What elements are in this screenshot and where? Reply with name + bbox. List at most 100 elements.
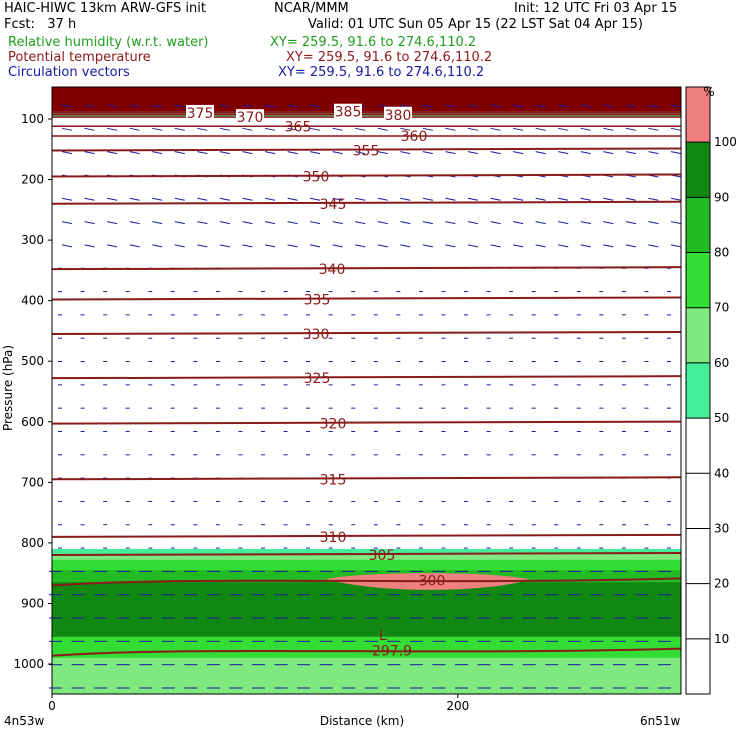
wind-vector [490, 104, 501, 108]
colorbar-tick-label: 80 [714, 246, 729, 260]
wind-vector [400, 221, 411, 225]
colorbar-tick-label: 70 [714, 301, 729, 315]
theta-label-355: 355 [353, 143, 380, 159]
wind-vector [219, 197, 230, 201]
wind-vector [648, 151, 659, 155]
wind-vector [287, 244, 298, 248]
wind-vector [422, 127, 433, 131]
rh-top-band [52, 87, 681, 111]
plot-frame [51, 86, 682, 695]
theta-label-350: 350 [303, 170, 330, 186]
wind-vector [377, 221, 388, 225]
wind-vector [174, 197, 185, 201]
theta-line-320 [51, 420, 682, 425]
wind-vector [310, 104, 321, 108]
wind-vector [558, 151, 569, 155]
wind-vector [174, 151, 185, 155]
y-tick-label: 700 [21, 475, 44, 489]
wind-vector [152, 104, 163, 108]
wind-vector [580, 244, 591, 248]
colorbar: 100 90 80 70 60 50 40 30 20 10 [685, 86, 737, 695]
wind-vector [580, 127, 591, 131]
wind-vector [61, 244, 73, 248]
x-tick-label: 200 [446, 699, 469, 713]
field-xy-theta: XY= 259.5, 91.6 to 274.6,110.2 [286, 50, 493, 65]
wind-vector [558, 244, 569, 248]
wind-vector [580, 151, 591, 155]
wind-vector [287, 151, 298, 155]
wind-vector [310, 151, 321, 155]
forecast-hour: Fcst: 37 h [4, 17, 77, 32]
wind-vector [445, 104, 456, 108]
theta-contours [51, 110, 682, 657]
theta-label-325: 325 [304, 371, 331, 387]
wind-vector [513, 197, 524, 201]
wind-vector [558, 104, 569, 108]
wind-vector [467, 151, 479, 155]
wind-vector [107, 127, 118, 131]
wind-vector [264, 244, 276, 248]
colorbar-bin-100 [686, 87, 710, 143]
wind-vector [242, 151, 253, 155]
wind-vector [332, 221, 343, 225]
wind-vector [355, 244, 366, 248]
wind-vector [670, 127, 682, 131]
wind-vector [310, 197, 321, 201]
y-axis-label: Pressure (hPa) [1, 345, 15, 431]
wind-vector [400, 151, 411, 155]
wind-vector [219, 104, 230, 108]
wind-vector [648, 127, 659, 131]
wind-vector [648, 244, 659, 248]
y-tick-label: 400 [21, 294, 44, 308]
y-tick-label: 500 [21, 354, 44, 368]
wind-vector [287, 127, 298, 131]
wind-vector [197, 221, 208, 225]
wind-vector [332, 127, 343, 131]
wind-vector [287, 197, 298, 201]
wind-vector [332, 244, 343, 248]
wind-vector [603, 127, 614, 131]
wind-vector [400, 244, 411, 248]
colorbar-bin [686, 252, 710, 308]
y-tick-label: 200 [21, 173, 44, 187]
wind-vector [107, 244, 118, 248]
wind-vector [603, 197, 614, 201]
theta-line-300 [51, 577, 682, 587]
wind-vector [625, 104, 636, 108]
wind-vector [264, 151, 276, 155]
wind-vector [61, 221, 73, 225]
theta-line-330 [51, 330, 682, 335]
wind-vector [422, 197, 433, 201]
wind-vector [625, 151, 636, 155]
colorbar-tick-label: 30 [714, 521, 729, 535]
model-title: HAIC-HIWC 13km ARW-GFS init [4, 1, 206, 16]
wind-vector [242, 197, 253, 201]
y-tick-label: 100 [21, 112, 44, 126]
wind-vector [377, 244, 388, 248]
wind-vector [400, 127, 411, 131]
wind-vector [603, 221, 614, 225]
colorbar-tick-label: 40 [714, 466, 729, 480]
wind-vector [197, 197, 208, 201]
wind-vector [174, 127, 185, 131]
theta-line-310 [51, 533, 682, 538]
colorbar-tick-label: 90 [714, 190, 729, 204]
wind-vector [107, 151, 118, 155]
wind-vector [264, 127, 276, 131]
wind-vector [422, 244, 433, 248]
wind-vector [84, 197, 95, 201]
wind-vector [467, 244, 479, 248]
y-tick-label: 1000 [13, 657, 44, 671]
wind-vector [310, 127, 321, 131]
rh-filled-contours [52, 87, 681, 694]
wind-vector [670, 244, 682, 248]
wind-vector [61, 104, 73, 108]
wind-vector [422, 104, 433, 108]
theta-label-bg [236, 109, 264, 125]
wind-vector [107, 104, 118, 108]
wind-vector [467, 127, 479, 131]
x-axis-label: Distance (km) [320, 714, 404, 728]
theta-label-315: 315 [320, 472, 347, 488]
theta-label-380: 380 [385, 108, 412, 124]
